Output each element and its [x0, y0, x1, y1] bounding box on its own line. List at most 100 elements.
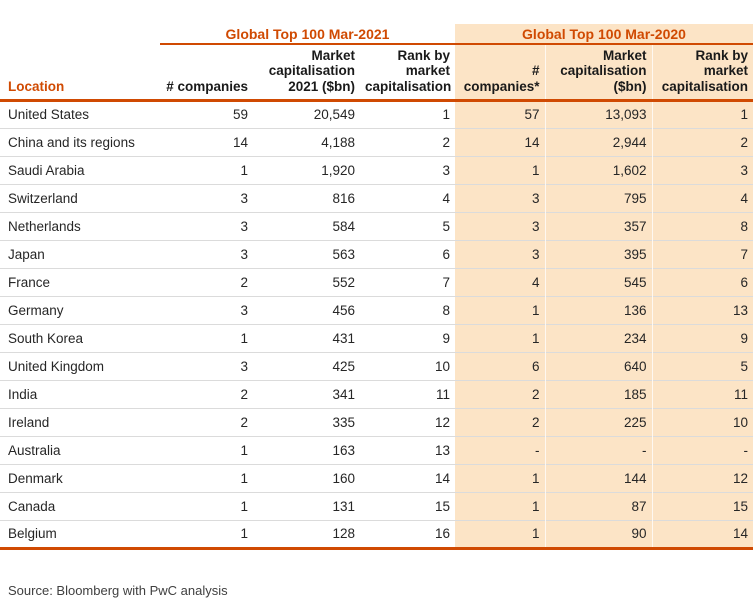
- cell-companies-2021: 3: [160, 295, 253, 324]
- cell-mktcap-2020: 136: [544, 295, 652, 324]
- cell-rank-2021: 3: [360, 155, 455, 184]
- table-row: Canada 1 131 15 1 87 15: [0, 491, 753, 520]
- cell-rank-2021: 10: [360, 351, 455, 380]
- cell-rank-2020: 4: [651, 183, 753, 212]
- cell-mktcap-2021: 563: [253, 239, 360, 268]
- cell-mktcap-2020: 795: [544, 183, 652, 212]
- col-header-mktcap-2021: Market capitalisation 2021 ($bn): [253, 44, 360, 102]
- cell-companies-2021: 3: [160, 211, 253, 240]
- cell-mktcap-2020: 640: [544, 351, 652, 380]
- cell-mktcap-2021: 816: [253, 183, 360, 212]
- table-row: Ireland 2 335 12 2 225 10: [0, 407, 753, 436]
- cell-companies-2020: -: [455, 435, 545, 464]
- cell-rank-2021: 1: [360, 99, 455, 128]
- col-header-companies-2020: # companies*: [455, 44, 545, 102]
- cell-location: Canada: [0, 491, 160, 520]
- cell-rank-2021: 4: [360, 183, 455, 212]
- cell-location: Saudi Arabia: [0, 155, 160, 184]
- cell-location: United Kingdom: [0, 351, 160, 380]
- table-row: Saudi Arabia 1 1,920 3 1 1,602 3: [0, 155, 753, 184]
- cell-location: Belgium: [0, 519, 160, 550]
- cell-location: Switzerland: [0, 183, 160, 212]
- cell-rank-2020: 11: [651, 379, 753, 408]
- table-body: United States 59 20,549 1 57 13,093 1 Ch…: [0, 99, 753, 550]
- cell-companies-2021: 3: [160, 351, 253, 380]
- cell-location: South Korea: [0, 323, 160, 352]
- cell-companies-2020: 3: [455, 211, 545, 240]
- cell-mktcap-2021: 1,920: [253, 155, 360, 184]
- cell-rank-2021: 12: [360, 407, 455, 436]
- cell-rank-2020: 1: [651, 99, 753, 128]
- table-row: United Kingdom 3 425 10 6 640 5: [0, 351, 753, 380]
- cell-rank-2020: 7: [651, 239, 753, 268]
- cell-rank-2021: 16: [360, 519, 455, 550]
- cell-rank-2020: 3: [651, 155, 753, 184]
- cell-mktcap-2021: 335: [253, 407, 360, 436]
- cell-location: Netherlands: [0, 211, 160, 240]
- cell-companies-2021: 1: [160, 435, 253, 464]
- table-row: South Korea 1 431 9 1 234 9: [0, 323, 753, 352]
- cell-location: India: [0, 379, 160, 408]
- table-row: Switzerland 3 816 4 3 795 4: [0, 183, 753, 212]
- cell-companies-2020: 3: [455, 183, 545, 212]
- cell-mktcap-2020: 234: [544, 323, 652, 352]
- table-row: Belgium 1 128 16 1 90 14: [0, 519, 753, 550]
- cell-mktcap-2021: 128: [253, 519, 360, 550]
- table-row: China and its regions 14 4,188 2 14 2,94…: [0, 127, 753, 156]
- cell-location: Denmark: [0, 463, 160, 492]
- cell-mktcap-2021: 431: [253, 323, 360, 352]
- cell-companies-2021: 1: [160, 491, 253, 520]
- cell-mktcap-2020: 144: [544, 463, 652, 492]
- cell-companies-2020: 1: [455, 519, 545, 550]
- table-row: United States 59 20,549 1 57 13,093 1: [0, 99, 753, 128]
- cell-companies-2020: 14: [455, 127, 545, 156]
- cell-mktcap-2020: 13,093: [544, 99, 652, 128]
- cell-companies-2020: 1: [455, 491, 545, 520]
- cell-mktcap-2021: 163: [253, 435, 360, 464]
- source-note: Source: Bloomberg with PwC analysis: [8, 583, 228, 598]
- cell-companies-2020: 3: [455, 239, 545, 268]
- cell-mktcap-2020: 90: [544, 519, 652, 550]
- cell-mktcap-2021: 552: [253, 267, 360, 296]
- cell-mktcap-2020: 357: [544, 211, 652, 240]
- cell-mktcap-2020: 225: [544, 407, 652, 436]
- cell-mktcap-2020: -: [544, 435, 652, 464]
- group-header-2020: Global Top 100 Mar-2020: [455, 24, 753, 45]
- cell-companies-2021: 59: [160, 99, 253, 128]
- table-row: Netherlands 3 584 5 3 357 8: [0, 211, 753, 240]
- cell-rank-2021: 15: [360, 491, 455, 520]
- cell-rank-2020: 13: [651, 295, 753, 324]
- cell-mktcap-2021: 341: [253, 379, 360, 408]
- cell-rank-2021: 2: [360, 127, 455, 156]
- cell-companies-2020: 4: [455, 267, 545, 296]
- cell-rank-2021: 6: [360, 239, 455, 268]
- table-row: India 2 341 11 2 185 11: [0, 379, 753, 408]
- cell-mktcap-2021: 20,549: [253, 99, 360, 128]
- cell-mktcap-2021: 425: [253, 351, 360, 380]
- cell-rank-2020: 14: [651, 519, 753, 550]
- cell-mktcap-2021: 131: [253, 491, 360, 520]
- cell-location: France: [0, 267, 160, 296]
- cell-location: Australia: [0, 435, 160, 464]
- cell-location: Ireland: [0, 407, 160, 436]
- table-row: Denmark 1 160 14 1 144 12: [0, 463, 753, 492]
- cell-mktcap-2020: 185: [544, 379, 652, 408]
- cell-mktcap-2021: 456: [253, 295, 360, 324]
- cell-rank-2020: 9: [651, 323, 753, 352]
- cell-mktcap-2020: 87: [544, 491, 652, 520]
- cell-rank-2020: 2: [651, 127, 753, 156]
- cell-companies-2021: 14: [160, 127, 253, 156]
- cell-mktcap-2020: 545: [544, 267, 652, 296]
- cell-companies-2020: 2: [455, 407, 545, 436]
- cell-mktcap-2021: 160: [253, 463, 360, 492]
- cell-mktcap-2020: 395: [544, 239, 652, 268]
- cell-companies-2020: 1: [455, 295, 545, 324]
- cell-companies-2021: 3: [160, 239, 253, 268]
- cell-companies-2021: 3: [160, 183, 253, 212]
- cell-mktcap-2020: 2,944: [544, 127, 652, 156]
- column-header-row: Location # companies Market capitalisati…: [0, 44, 753, 102]
- group-header-spacer: [0, 24, 160, 44]
- cell-companies-2020: 2: [455, 379, 545, 408]
- cell-rank-2021: 11: [360, 379, 455, 408]
- cell-companies-2020: 1: [455, 155, 545, 184]
